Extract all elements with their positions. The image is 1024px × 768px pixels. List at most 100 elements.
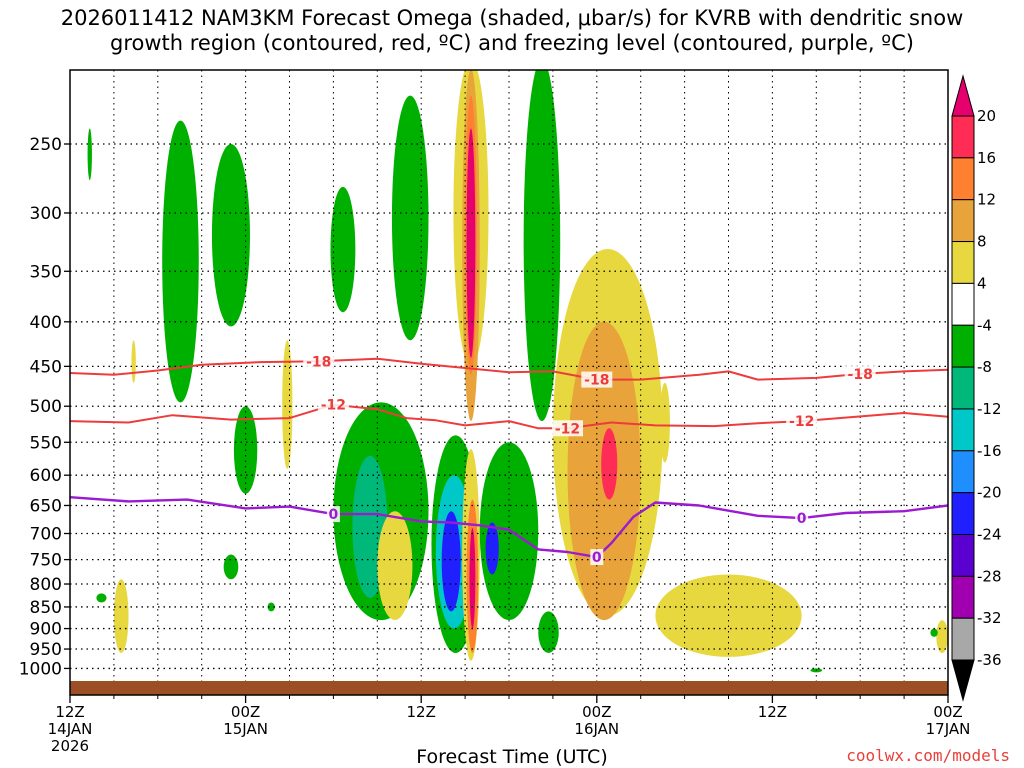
- x-tick-label: 00Z: [582, 703, 611, 721]
- colorbar-tick-label: -20: [977, 484, 1002, 502]
- colorbar-tick-label: -36: [977, 651, 1002, 669]
- x-tick-label: 12Z: [407, 703, 436, 721]
- chart-title: 2026011412 NAM3KM Forecast Omega (shaded…: [0, 6, 1024, 56]
- colorbar-tick-label: -12: [977, 400, 1002, 418]
- credit-link[interactable]: coolwx.com/models: [846, 746, 1010, 765]
- y-tick-label: 600: [30, 466, 62, 486]
- contour-line: [70, 496, 948, 559]
- omega-region: [87, 128, 92, 181]
- y-tick-label: 850: [30, 598, 62, 618]
- y-tick-label: 800: [30, 575, 62, 595]
- colorbar-tick-label: -8: [977, 358, 992, 376]
- y-tick-label: 650: [30, 496, 62, 516]
- omega-region: [538, 611, 559, 653]
- x-tick-label: 16JAN: [574, 720, 619, 738]
- contour-label-bg: [786, 413, 818, 430]
- omega-region: [523, 70, 561, 422]
- colorbar-tick-label: -24: [977, 526, 1002, 544]
- contour-label-bg: [590, 549, 604, 566]
- colorbar-tick-label: -16: [977, 442, 1002, 460]
- colorbar-band: [951, 575, 975, 619]
- y-tick-label: 450: [30, 357, 62, 377]
- x-tick-label: 2026: [51, 737, 89, 755]
- contour-label-bg: [317, 396, 349, 413]
- omega-region: [391, 95, 429, 341]
- terrain-ground: [70, 681, 948, 695]
- colorbar-top-arrow: [951, 74, 975, 117]
- colorbar-band: [951, 115, 975, 159]
- omega-region: [131, 340, 136, 383]
- colorbar: 20 16 12 8 4 -4 -8 -12 -16 -20 -24 -28 -32 -36: [951, 74, 1002, 702]
- omega-region: [282, 340, 293, 469]
- colorbar-tick-label: -28: [977, 567, 1002, 585]
- y-tick-label: 900: [30, 620, 62, 640]
- contour-label-bg: [552, 420, 584, 437]
- omega-region: [485, 522, 499, 575]
- x-tick-label: 14JAN: [48, 720, 93, 738]
- colorbar-tick-label: 8: [977, 233, 987, 251]
- chart-title-line2: growth region (contoured, red, ºC) and f…: [110, 31, 914, 55]
- omega-region: [466, 128, 476, 358]
- x-tick-label: 12Z: [55, 703, 84, 721]
- omega-region: [936, 620, 948, 653]
- contour-label: -12: [555, 421, 580, 437]
- y-tick-label: 500: [30, 397, 62, 417]
- x-tick-label: 12Z: [758, 703, 787, 721]
- y-tick-label: 400: [30, 313, 62, 333]
- omega-region: [267, 602, 275, 612]
- colorbar-band: [951, 450, 975, 494]
- x-tick-label: 15JAN: [223, 720, 268, 738]
- omega-region: [441, 511, 461, 612]
- colorbar-tick-label: 4: [977, 274, 987, 292]
- y-tick-label: 250: [30, 135, 62, 155]
- y-tick-label: 750: [30, 551, 62, 571]
- y-tick-label: 950: [30, 640, 62, 660]
- colorbar-band: [951, 199, 975, 243]
- x-axis-title: Forecast Time (UTC): [416, 746, 608, 768]
- contour-label: 0: [592, 550, 602, 566]
- colorbar-band: [951, 241, 975, 284]
- colorbar-band: [951, 492, 975, 535]
- contour-label: -18: [306, 354, 331, 370]
- colorbar-band: [951, 157, 975, 201]
- omega-region: [377, 511, 413, 621]
- omega-region: [96, 593, 107, 603]
- colorbar-tick-label: 20: [977, 107, 996, 125]
- x-tick-label: 00Z: [933, 703, 962, 721]
- contour-line: [70, 357, 948, 381]
- contour-label-bg: [795, 510, 809, 527]
- y-tick-label: 1000: [19, 659, 62, 679]
- colorbar-band: [951, 534, 975, 577]
- colorbar-band: [951, 408, 975, 452]
- x-tick-label: 00Z: [231, 703, 260, 721]
- y-tick-label: 300: [30, 204, 62, 224]
- contour-label-bg: [581, 371, 613, 388]
- omega-region: [659, 382, 670, 463]
- contour-label: 0: [329, 507, 339, 523]
- colorbar-tick-label: 16: [977, 149, 996, 167]
- colorbar-tick-label: -32: [977, 609, 1002, 627]
- contour-label: -12: [789, 414, 814, 430]
- colorbar-band: [951, 617, 975, 661]
- contour-label: 0: [797, 511, 807, 527]
- x-tick-label: 17JAN: [926, 720, 971, 738]
- omega-region: [162, 120, 199, 403]
- omega-region: [211, 144, 250, 327]
- omega-region: [479, 442, 539, 621]
- omega-region: [930, 628, 938, 637]
- contour-label: -18: [584, 373, 609, 389]
- y-tick-label: 350: [30, 262, 62, 282]
- omega-region: [469, 528, 476, 629]
- omega-region: [223, 554, 239, 580]
- colorbar-band: [951, 366, 975, 410]
- y-tick-label: 550: [30, 433, 62, 453]
- contour-label-bg: [844, 365, 876, 382]
- omega-region: [113, 579, 129, 653]
- colorbar-tick-label: -4: [977, 316, 992, 334]
- y-tick-label: 700: [30, 525, 62, 545]
- contour-label-bg: [326, 506, 340, 523]
- contour-label: -12: [321, 398, 346, 414]
- contour-label-bg: [303, 353, 335, 370]
- omega-shading: [87, 70, 948, 673]
